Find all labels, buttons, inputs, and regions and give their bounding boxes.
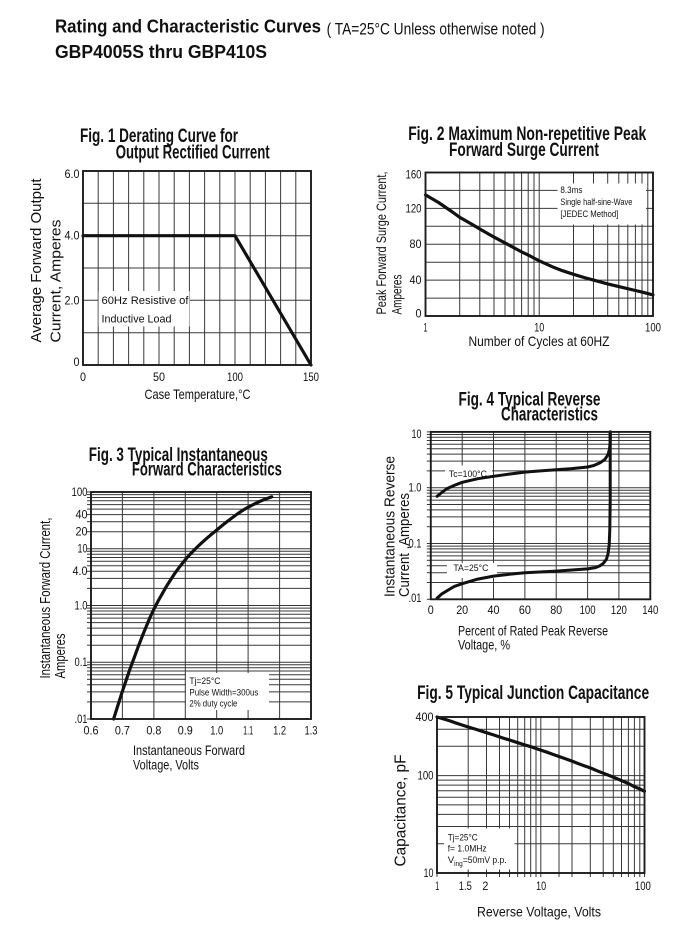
svg-text:20: 20 (456, 605, 468, 617)
svg-text:Forward Characteristics: Forward Characteristics (132, 460, 282, 481)
svg-text:100: 100 (645, 323, 661, 335)
svg-text:120: 120 (406, 203, 422, 215)
svg-text:Fig. 2 Maximum Non-repetitive: Fig. 2 Maximum Non-repetitive Peak (408, 124, 646, 145)
svg-text:Amperes: Amperes (53, 634, 69, 679)
svg-text:1: 1 (435, 881, 439, 893)
svg-text:0.8: 0.8 (146, 726, 161, 738)
svg-text:( TA=25°C Unless otherwise not: ( TA=25°C Unless otherwise noted ) (327, 21, 545, 39)
svg-text:[JEDEC Method]: [JEDEC Method] (560, 209, 618, 220)
svg-text:0: 0 (416, 309, 422, 321)
svg-text:100: 100 (227, 372, 243, 384)
svg-text:10: 10 (534, 323, 544, 335)
svg-text:Forward Surge Current: Forward Surge Current (449, 140, 599, 161)
svg-text:40: 40 (410, 275, 422, 287)
svg-text:100: 100 (418, 770, 434, 782)
svg-text:100: 100 (635, 881, 651, 893)
svg-text:40: 40 (488, 605, 500, 617)
svg-text:2% duty cycle: 2% duty cycle (189, 699, 237, 710)
svg-text:20: 20 (76, 527, 88, 539)
svg-text:Fig. 5 Typical Junction Capaci: Fig. 5 Typical Junction Capacitance (417, 683, 649, 704)
svg-text:60: 60 (519, 605, 531, 617)
svg-text:Amperes: Amperes (390, 274, 405, 314)
svg-text:0.1: 0.1 (409, 539, 422, 551)
svg-text:Fig. 3 Typical Instantaneous: Fig. 3 Typical Instantaneous (89, 445, 268, 466)
svg-text:Capacitance, pF: Capacitance, pF (393, 755, 410, 867)
svg-text:120: 120 (611, 605, 627, 617)
svg-text:80: 80 (550, 605, 562, 617)
svg-text:1.5: 1.5 (459, 881, 472, 893)
svg-text:.01: .01 (409, 593, 422, 605)
svg-text:1.0: 1.0 (75, 600, 88, 612)
svg-text:Current ,Amperes: Current ,Amperes (397, 493, 413, 597)
svg-text:160: 160 (406, 170, 422, 182)
svg-text:80: 80 (410, 239, 422, 251)
svg-text:f= 1.0MHz: f= 1.0MHz (448, 844, 487, 855)
svg-text:Fig. 1 Derating Curve for: Fig. 1 Derating Curve for (80, 126, 238, 147)
svg-text:Peak Forward Surge Current,: Peak Forward Surge Current, (374, 172, 389, 315)
svg-text:Single half-sine-Wave: Single half-sine-Wave (560, 197, 632, 208)
svg-text:Current, Amperes: Current, Amperes (49, 220, 65, 343)
svg-text:Inductive Load: Inductive Load (102, 313, 172, 325)
svg-text:Instantaneous Forward: Instantaneous Forward (133, 743, 245, 758)
svg-text:Voltage, Volts: Voltage, Volts (133, 758, 199, 773)
svg-text:8.3ms: 8.3ms (560, 185, 582, 196)
svg-text:Instantaneous Forward Current,: Instantaneous Forward Current, (38, 518, 54, 679)
svg-text:Fig. 4 Typical Reverse: Fig. 4 Typical Reverse (459, 390, 601, 411)
svg-text:.01: .01 (75, 714, 88, 726)
svg-text:40: 40 (76, 509, 88, 521)
svg-text:Rating and Characteristic Curv: Rating and Characteristic Curves (55, 16, 321, 37)
svg-text:0: 0 (74, 357, 80, 369)
svg-text:Tc=100°C: Tc=100°C (449, 469, 487, 480)
svg-text:Voltage, %: Voltage, % (458, 638, 510, 653)
svg-text:10: 10 (78, 544, 88, 556)
svg-text:2.0: 2.0 (65, 295, 80, 307)
svg-text:1.3: 1.3 (305, 726, 318, 738)
svg-text:100: 100 (72, 487, 88, 499)
svg-text:4.0: 4.0 (73, 566, 88, 578)
svg-text:150: 150 (303, 372, 319, 384)
svg-text:10: 10 (424, 868, 434, 880)
svg-text:0.1: 0.1 (75, 657, 88, 669)
svg-text:4.0: 4.0 (65, 231, 80, 243)
svg-text:Pulse Width=300us: Pulse Width=300us (189, 687, 258, 698)
svg-text:0.6: 0.6 (84, 726, 99, 738)
svg-text:1.0: 1.0 (210, 726, 223, 738)
svg-text:1.1: 1.1 (243, 726, 253, 738)
svg-text:50: 50 (153, 372, 165, 384)
svg-text:60Hz Resistive of: 60Hz Resistive of (102, 295, 189, 307)
svg-text:0: 0 (428, 605, 434, 617)
svg-text:Instantaneous Reverse: Instantaneous Reverse (383, 456, 399, 597)
svg-text:1.2: 1.2 (273, 726, 286, 738)
svg-text:100: 100 (580, 605, 596, 617)
svg-text:10: 10 (536, 881, 546, 893)
svg-text:6.0: 6.0 (65, 169, 80, 181)
svg-text:Characteristics: Characteristics (501, 404, 598, 425)
svg-text:400: 400 (416, 712, 434, 724)
svg-text:Percent of Rated Peak Reverse: Percent of Rated Peak Reverse (458, 623, 608, 638)
svg-text:Case Temperature,°C: Case Temperature,°C (145, 387, 251, 402)
svg-text:0: 0 (80, 372, 86, 384)
svg-text:Average Forward Output: Average Forward Output (29, 178, 45, 342)
svg-text:Tj=25°C: Tj=25°C (448, 832, 478, 843)
svg-text:0.7: 0.7 (115, 726, 130, 738)
svg-text:Output Rectified Current: Output Rectified Current (116, 143, 270, 164)
svg-text:Tj=25°C: Tj=25°C (189, 676, 220, 687)
svg-text:Reverse Voltage, Volts: Reverse Voltage, Volts (477, 905, 601, 920)
svg-text:Number of Cycles at 60HZ: Number of Cycles at 60HZ (469, 334, 610, 349)
svg-text:2: 2 (482, 881, 488, 893)
svg-text:1: 1 (424, 323, 428, 335)
svg-text:GBP4005S thru GBP410S: GBP4005S thru GBP410S (55, 41, 267, 62)
svg-text:140: 140 (642, 605, 658, 617)
svg-text:1.0: 1.0 (409, 483, 422, 495)
svg-text:Ving=50mV p.p.: Ving=50mV p.p. (448, 855, 507, 868)
svg-text:0.9: 0.9 (178, 726, 193, 738)
svg-text:10: 10 (412, 429, 422, 441)
svg-text:TA=25°C: TA=25°C (453, 563, 488, 574)
